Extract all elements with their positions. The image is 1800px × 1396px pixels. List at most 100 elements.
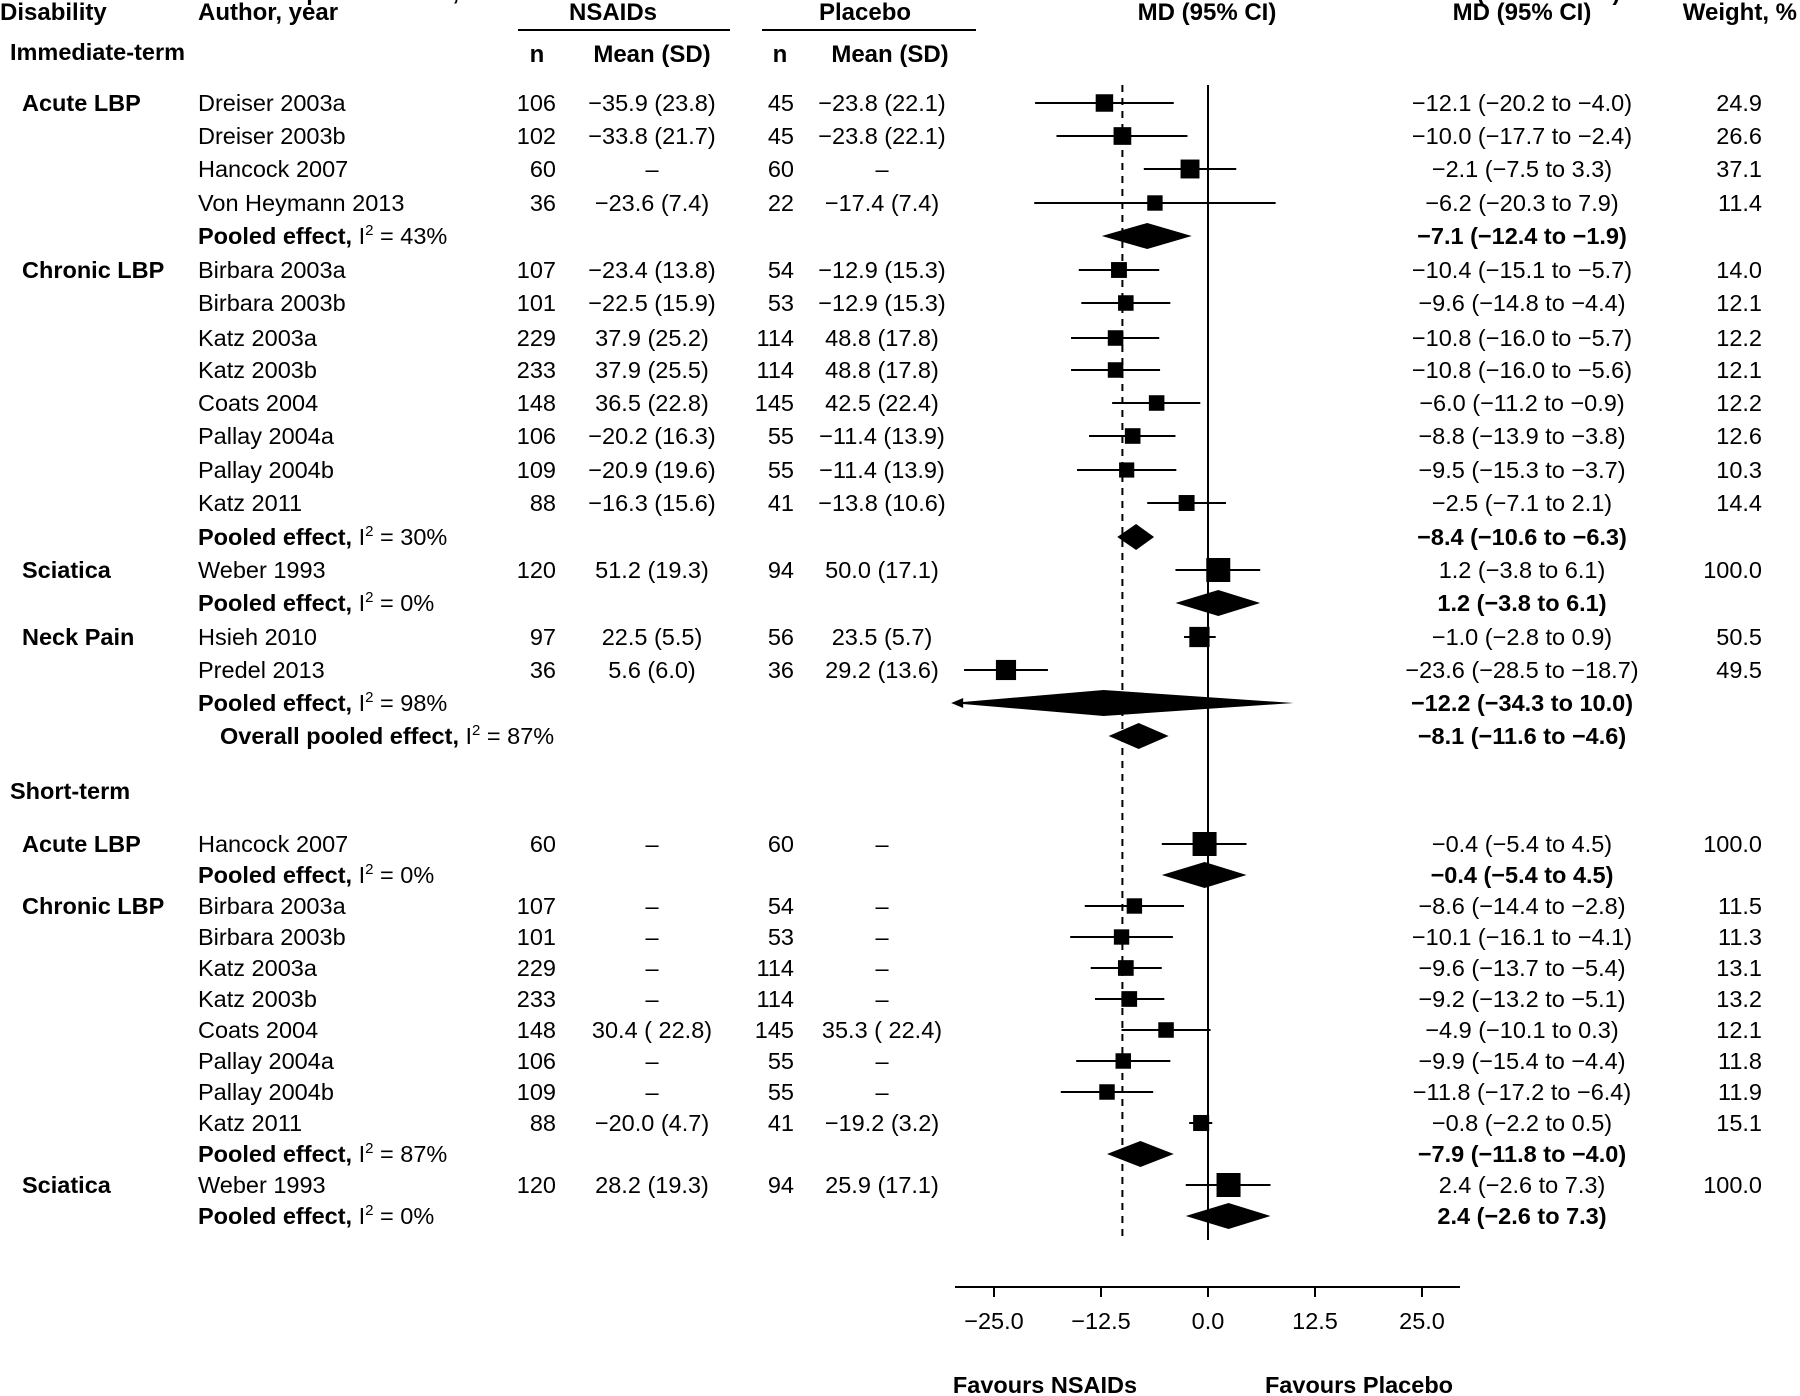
study-mean-placebo: 48.8 (17.8) bbox=[825, 357, 939, 383]
study-mean-nsaids: −20.9 (19.6) bbox=[588, 457, 715, 483]
study-mean-nsaids: −20.0 (4.7) bbox=[595, 1110, 709, 1136]
study-point-square bbox=[1107, 330, 1124, 346]
study-n-placebo: 56 bbox=[768, 624, 794, 650]
study-n-placebo: 54 bbox=[768, 257, 794, 283]
study-md-ci: −9.6 (−13.7 to −5.4) bbox=[1418, 955, 1625, 981]
study-author: Katz 2003b bbox=[198, 357, 317, 383]
study-mean-placebo: 25.9 (17.1) bbox=[825, 1172, 939, 1198]
study-mean-nsaids: 37.9 (25.5) bbox=[595, 357, 709, 383]
diamond-truncation-arrow bbox=[951, 698, 964, 708]
study-author: Birbara 2003a bbox=[198, 893, 347, 919]
study-n-nsaids: 102 bbox=[517, 123, 556, 149]
header-author: Author, year bbox=[198, 0, 338, 26]
study-n-placebo: 45 bbox=[768, 90, 794, 116]
study-n-placebo: 53 bbox=[768, 290, 794, 316]
study-n-nsaids: 120 bbox=[517, 557, 556, 583]
study-author: Pallay 2004a bbox=[198, 423, 335, 449]
study-md-ci: −9.2 (−13.2 to −5.1) bbox=[1418, 986, 1625, 1012]
study-mean-placebo: −11.4 (13.9) bbox=[819, 457, 945, 483]
study-mean-placebo: −13.8 (10.6) bbox=[818, 490, 945, 516]
study-n-placebo: 41 bbox=[768, 1110, 794, 1136]
pooled-diamond bbox=[1117, 524, 1155, 550]
study-point-square bbox=[1192, 832, 1217, 856]
study-mean-placebo: −11.4 (13.9) bbox=[819, 423, 945, 449]
group-label: Neck Pain bbox=[22, 624, 134, 650]
study-point-square bbox=[1121, 991, 1138, 1007]
study-author: Predel 2013 bbox=[198, 657, 325, 683]
subheader-n-placebo: n bbox=[773, 41, 788, 68]
study-n-placebo: 55 bbox=[768, 1048, 794, 1074]
study-weight: 13.2 bbox=[1716, 986, 1762, 1012]
x-axis-tick-label: 0.0 bbox=[1192, 1308, 1225, 1334]
pooled-effect-label: Pooled effect, I2 = 0% bbox=[198, 589, 434, 616]
study-md-ci: −10.4 (−15.1 to −5.7) bbox=[1412, 257, 1632, 283]
study-n-placebo: 45 bbox=[768, 123, 794, 149]
study-point-square bbox=[1216, 1173, 1241, 1197]
overall-pooled-label: Overall pooled effect, I2 = 85% bbox=[220, 0, 554, 5]
study-point-square bbox=[1206, 558, 1231, 582]
study-n-placebo: 41 bbox=[768, 490, 794, 516]
study-mean-nsaids: −35.9 (23.8) bbox=[588, 90, 715, 116]
pooled-md-ci: −7.1 (−12.4 to −1.9) bbox=[1417, 223, 1627, 249]
study-mean-placebo: −17.4 (7.4) bbox=[825, 190, 939, 216]
study-n-placebo: 60 bbox=[768, 831, 794, 857]
study-author: Pallay 2004b bbox=[198, 1079, 334, 1105]
x-axis-tick-label: −12.5 bbox=[1071, 1308, 1130, 1334]
study-n-placebo: 114 bbox=[757, 986, 794, 1012]
study-author: Birbara 2003b bbox=[198, 924, 346, 950]
study-n-nsaids: 233 bbox=[517, 986, 556, 1012]
group-label: Acute LBP bbox=[22, 831, 141, 857]
study-mean-placebo: −12.9 (15.3) bbox=[818, 290, 945, 316]
study-point-square bbox=[1189, 626, 1210, 648]
pooled-md-ci: −0.4 (−5.4 to 4.5) bbox=[1431, 862, 1614, 888]
pooled-md-ci: −8.4 (−10.6 to −6.3) bbox=[1417, 524, 1627, 550]
section-label: Immediate-term bbox=[10, 39, 185, 65]
study-mean-placebo: – bbox=[875, 831, 889, 857]
study-mean-placebo: −19.2 (3.2) bbox=[825, 1110, 939, 1136]
study-point-square bbox=[1126, 898, 1143, 914]
study-mean-nsaids: −22.5 (15.9) bbox=[588, 290, 715, 316]
study-mean-nsaids: 51.2 (19.3) bbox=[595, 557, 709, 583]
header-weight: Weight, % bbox=[1683, 0, 1797, 26]
study-n-placebo: 60 bbox=[768, 156, 794, 182]
study-md-ci: −10.8 (−16.0 to −5.6) bbox=[1412, 357, 1632, 383]
study-point-square bbox=[1178, 495, 1195, 511]
study-n-nsaids: 60 bbox=[530, 831, 556, 857]
study-md-ci: −9.6 (−14.8 to −4.4) bbox=[1418, 290, 1625, 316]
study-md-ci: −10.8 (−16.0 to −5.7) bbox=[1412, 325, 1632, 351]
group-label: Chronic LBP bbox=[22, 893, 164, 919]
study-author: Weber 1993 bbox=[198, 1172, 326, 1198]
study-point-square bbox=[1180, 159, 1200, 179]
study-author: Birbara 2003b bbox=[198, 290, 346, 316]
study-mean-nsaids: – bbox=[645, 986, 659, 1012]
study-point-square bbox=[1107, 362, 1124, 378]
favours-nsaids-label: Favours NSAIDs bbox=[953, 1372, 1137, 1396]
study-weight: 100.0 bbox=[1703, 831, 1762, 857]
study-weight: 11.4 bbox=[1718, 190, 1762, 216]
study-weight: 11.9 bbox=[1718, 1079, 1762, 1105]
header-nsaids: NSAIDs bbox=[569, 0, 657, 26]
study-point-square bbox=[1147, 195, 1163, 211]
study-n-nsaids: 106 bbox=[517, 90, 556, 116]
study-mean-placebo: 50.0 (17.1) bbox=[825, 557, 939, 583]
study-author: Katz 2003b bbox=[198, 986, 317, 1012]
study-author: Coats 2004 bbox=[198, 390, 318, 416]
study-md-ci: −10.0 (−17.7 to −2.4) bbox=[1412, 123, 1632, 149]
study-md-ci: −9.9 (−15.4 to −4.4) bbox=[1418, 1048, 1625, 1074]
study-n-placebo: 55 bbox=[768, 1079, 794, 1105]
study-weight: 49.5 bbox=[1716, 657, 1762, 683]
header-placebo: Placebo bbox=[819, 0, 911, 26]
study-mean-nsaids: – bbox=[645, 1048, 659, 1074]
study-point-square bbox=[1113, 929, 1130, 945]
study-n-placebo: 114 bbox=[757, 325, 794, 351]
study-weight: 100.0 bbox=[1703, 557, 1762, 583]
study-mean-nsaids: −33.8 (21.7) bbox=[588, 123, 715, 149]
study-mean-nsaids: 36.5 (22.8) bbox=[595, 390, 709, 416]
subheader-mean-placebo: Mean (SD) bbox=[831, 41, 948, 68]
group-label: Sciatica bbox=[22, 557, 112, 583]
study-mean-nsaids: – bbox=[645, 1079, 659, 1105]
study-mean-placebo: – bbox=[875, 1048, 889, 1074]
study-n-nsaids: 36 bbox=[530, 190, 556, 216]
x-axis-tick-label: 12.5 bbox=[1292, 1308, 1338, 1334]
